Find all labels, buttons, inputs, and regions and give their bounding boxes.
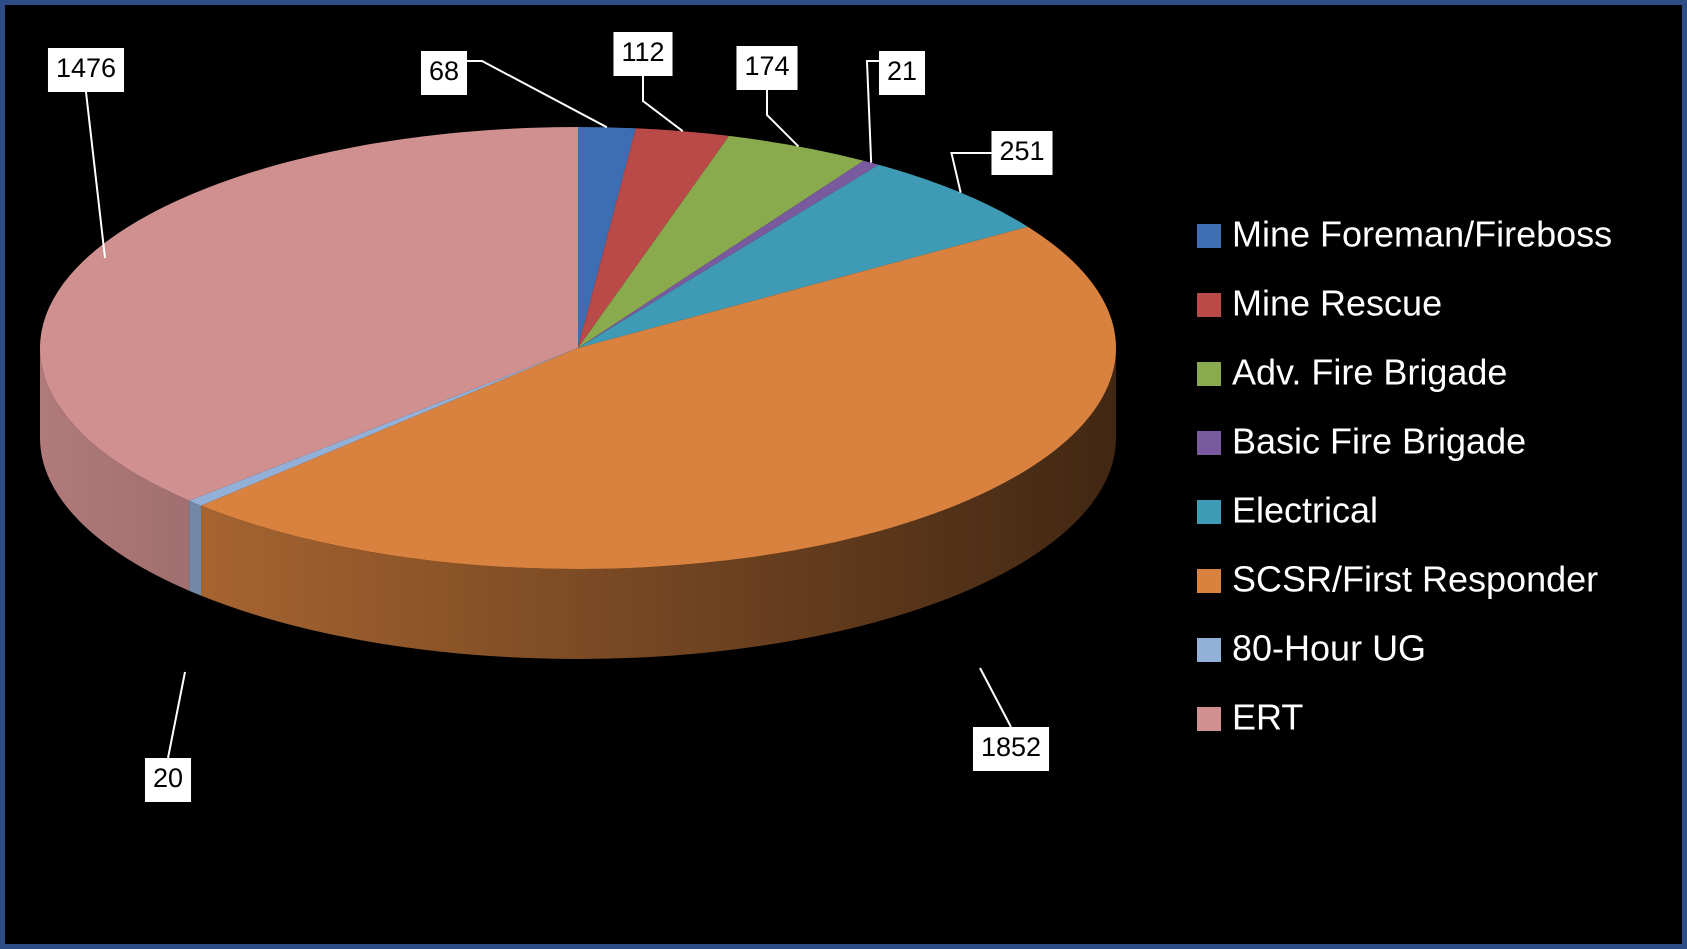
legend-swatch bbox=[1197, 362, 1221, 386]
legend-swatch bbox=[1197, 431, 1221, 455]
data-label: 1476 bbox=[56, 53, 116, 83]
slice bbox=[578, 160, 879, 348]
slice bbox=[201, 226, 1117, 570]
leader-line bbox=[85, 91, 106, 259]
data-label-box bbox=[144, 758, 192, 802]
legend-label: SCSR/First Responder bbox=[1232, 559, 1598, 600]
slice bbox=[578, 135, 864, 348]
legend-label: Mine Rescue bbox=[1232, 283, 1442, 324]
data-label-box bbox=[47, 48, 125, 92]
slice bbox=[189, 348, 578, 506]
data-label: 251 bbox=[999, 136, 1044, 166]
legend-label: Adv. Fire Brigade bbox=[1232, 352, 1507, 393]
leader-line bbox=[467, 60, 608, 129]
data-label-box bbox=[613, 32, 673, 76]
slice-side bbox=[39, 348, 190, 591]
legend-label: Electrical bbox=[1232, 490, 1378, 531]
data-label-box bbox=[991, 131, 1053, 175]
legend-label: 80-Hour UG bbox=[1232, 628, 1426, 669]
leader-line bbox=[766, 90, 800, 148]
data-label: 20 bbox=[153, 763, 183, 793]
data-label: 21 bbox=[887, 56, 917, 86]
legend-label: Basic Fire Brigade bbox=[1232, 421, 1526, 462]
data-label: 1852 bbox=[981, 732, 1041, 762]
slice bbox=[578, 128, 730, 348]
slice bbox=[578, 127, 636, 348]
slice-side bbox=[189, 500, 202, 596]
data-label: 112 bbox=[621, 37, 664, 67]
legend-swatch bbox=[1197, 569, 1221, 593]
leader-line bbox=[642, 76, 684, 133]
data-label: 68 bbox=[429, 56, 459, 86]
data-label-box bbox=[736, 46, 798, 90]
data-label-box bbox=[972, 727, 1050, 771]
data-label: 174 bbox=[744, 51, 789, 81]
leader-line bbox=[950, 152, 992, 193]
legend-swatch bbox=[1197, 638, 1221, 662]
data-label-box bbox=[420, 51, 468, 95]
legend-label: Mine Foreman/Fireboss bbox=[1232, 214, 1612, 255]
legend-swatch bbox=[1197, 707, 1221, 731]
legend-swatch bbox=[1197, 500, 1221, 524]
legend-label: ERT bbox=[1232, 697, 1303, 738]
leader-line bbox=[979, 667, 1012, 728]
legend-swatch bbox=[1197, 293, 1221, 317]
legend-swatch bbox=[1197, 224, 1221, 248]
slice bbox=[578, 164, 1028, 348]
leader-line bbox=[865, 60, 879, 163]
slice bbox=[39, 127, 578, 501]
data-label-box bbox=[878, 51, 926, 95]
slice-side bbox=[201, 348, 1116, 659]
leader-line bbox=[167, 671, 186, 759]
